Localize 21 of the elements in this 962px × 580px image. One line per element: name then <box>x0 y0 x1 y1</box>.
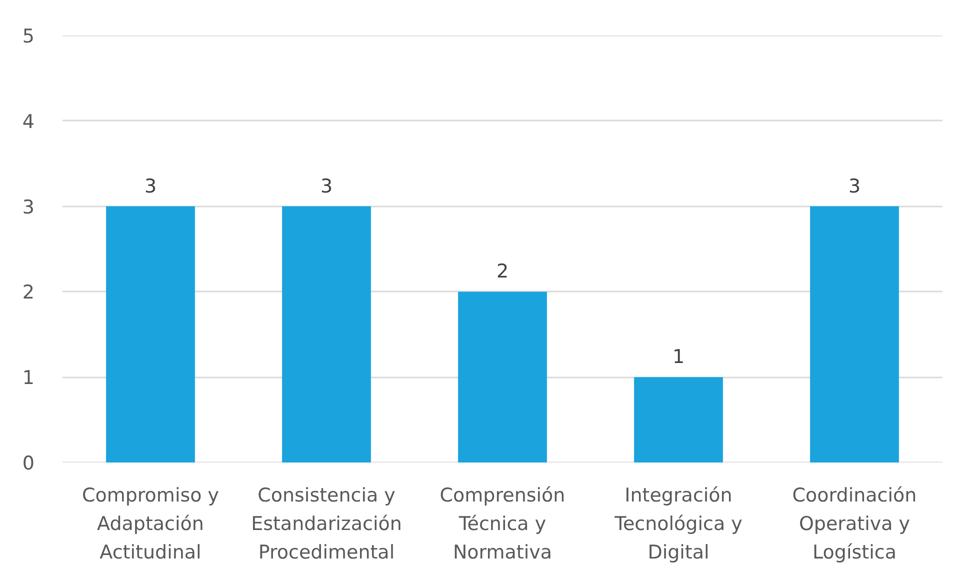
data-label: 3 <box>144 175 157 198</box>
y-tick-label: 2 <box>22 282 35 304</box>
y-tick-label: 5 <box>22 26 35 48</box>
data-label: 3 <box>848 175 861 198</box>
y-tick-label: 1 <box>22 367 35 390</box>
y-tick-label: 0 <box>22 452 35 474</box>
data-label: 1 <box>672 346 685 368</box>
x-tick-label: Comprensión Técnica y Normativa <box>440 484 566 564</box>
x-tick-label: Coordinación Operativa y Logística <box>792 484 917 564</box>
x-tick-label: Integración Tecnológica y Digital <box>614 484 742 564</box>
bar <box>458 292 547 462</box>
data-label: 2 <box>496 260 509 283</box>
y-tick-label: 4 <box>22 110 35 133</box>
bar <box>106 206 195 462</box>
y-tick-label: 3 <box>22 196 35 218</box>
bar <box>282 206 371 462</box>
bar <box>810 206 899 462</box>
data-label: 3 <box>320 175 333 198</box>
x-tick-label: Consistencia y Estandarización Procedimental <box>251 484 402 564</box>
x-tick-label: Compromiso y Adaptación Actitudinal <box>82 484 220 564</box>
bar <box>634 377 723 462</box>
